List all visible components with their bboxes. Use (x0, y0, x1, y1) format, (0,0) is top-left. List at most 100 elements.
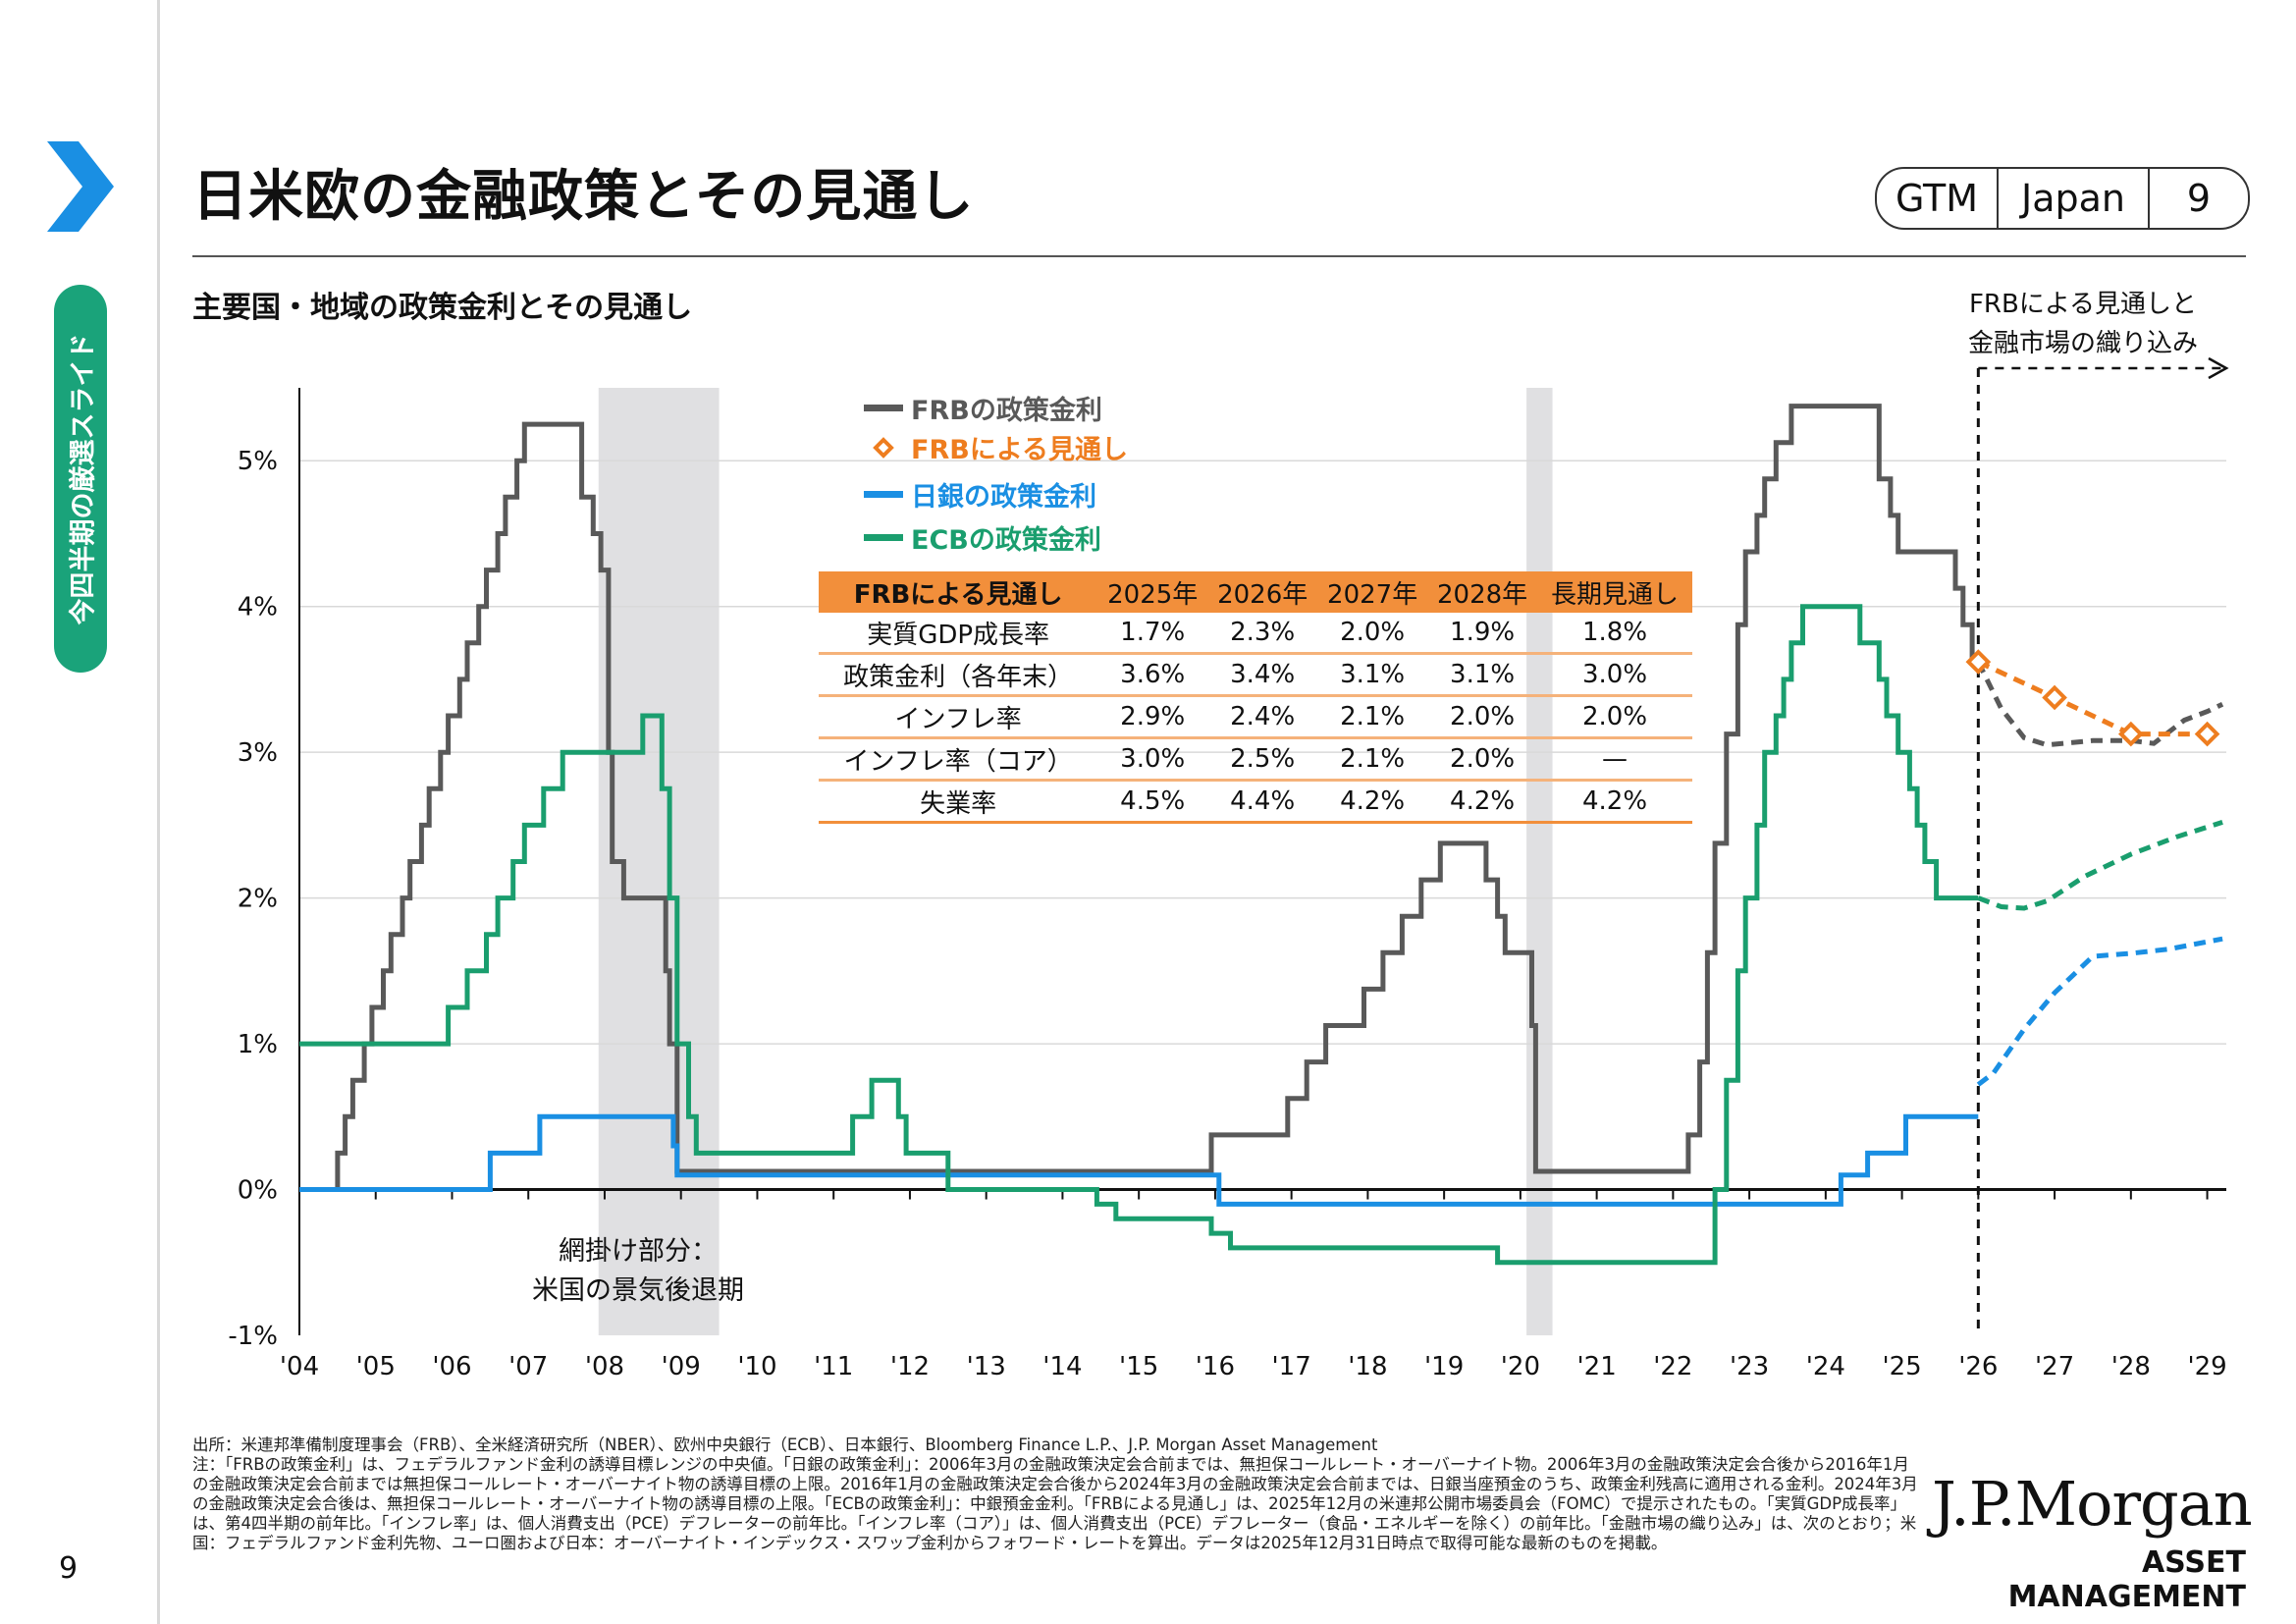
table-cell: 3.1% (1317, 653, 1428, 697)
table-cell: 2.1% (1317, 695, 1428, 739)
legend-label: 日銀の政策金利 (911, 482, 1096, 513)
table-row: インフレ率（コア） 3.0% 2.5% 2.1% 2.0% — (819, 737, 1692, 782)
x-tick-label: '16 (1196, 1352, 1235, 1381)
table-cell: 2.0% (1317, 613, 1428, 655)
recession-annotation: 網掛け部分： 米国の景気後退期 (530, 1232, 746, 1311)
table-cell: 3.0% (1537, 653, 1692, 697)
table-cell: 3.0% (1097, 737, 1208, 782)
table-cell: インフレ率（コア） (819, 737, 1098, 782)
y-tick-label: 0% (238, 1176, 278, 1206)
chevron-right-icon[interactable] (39, 137, 118, 236)
legend-label: FRBによる見通し (911, 435, 1129, 465)
table-header: 2025年 (1097, 571, 1208, 613)
x-tick-label: '13 (967, 1352, 1006, 1381)
x-tick-label: '06 (432, 1352, 471, 1381)
legend-frb: FRBの政策金利 (864, 389, 1102, 427)
table-cell: 2.9% (1097, 695, 1208, 739)
recession-shade (1526, 388, 1553, 1335)
table-cell: 2.3% (1207, 613, 1318, 655)
table-header: 2028年 (1427, 571, 1538, 613)
table-cell: — (1537, 737, 1692, 782)
series-line-frb-dashed (1976, 660, 2224, 748)
x-tick-label: '07 (508, 1352, 548, 1381)
legend-ecb: ECBの政策金利 (864, 518, 1101, 557)
x-tick-label: '12 (890, 1352, 930, 1381)
legend-diamond-icon (873, 436, 894, 459)
table-cell: 3.4% (1207, 653, 1318, 697)
x-tick-label: '19 (1424, 1352, 1464, 1381)
logo-wordmark: J.P.Morgan (1932, 1468, 2253, 1540)
table-row: 政策金利（各年末） 3.6% 3.4% 3.1% 3.1% 3.0% (819, 653, 1692, 697)
forecast-annotation-line: FRBによる見通しと (1968, 290, 2198, 319)
x-tick-label: '04 (280, 1352, 319, 1381)
table-cell: 失業率 (819, 780, 1098, 824)
logo-subtitle: ASSET MANAGEMENT (2007, 1545, 2246, 1614)
side-tab[interactable]: 今四半期の厳選スライド (54, 285, 107, 673)
x-tick-label: '08 (585, 1352, 624, 1381)
x-tick-label: '17 (1272, 1352, 1311, 1381)
x-tick-label: '15 (1119, 1352, 1158, 1381)
forecast-marker (1965, 649, 1992, 675)
page-title: 日米欧の金融政策とその見通し (192, 165, 975, 229)
x-tick-label: '05 (356, 1352, 396, 1381)
y-tick-label: 3% (238, 738, 278, 768)
x-tick-label: '26 (1958, 1352, 1998, 1381)
x-tick-label: '20 (1501, 1352, 1540, 1381)
table-cell: 3.1% (1427, 653, 1538, 697)
forecast-marker (2117, 721, 2144, 747)
badge-divider (2148, 169, 2150, 228)
table-cell: インフレ率 (819, 695, 1098, 739)
table-row: インフレ率 2.9% 2.4% 2.1% 2.0% 2.0% (819, 695, 1692, 739)
x-tick-label: '22 (1653, 1352, 1692, 1381)
y-tick-label: -1% (228, 1322, 278, 1351)
legend-frb-forecast: FRBによる見通し (864, 428, 1128, 466)
gtm-badge: GTM Japan 9 (1875, 167, 2250, 230)
forecast-marker (2042, 684, 2067, 711)
forecast-marker (2194, 721, 2220, 747)
sidebar-divider (157, 0, 160, 1624)
table-header: FRBによる見通し (819, 571, 1098, 613)
badge-region: Japan (2021, 177, 2125, 220)
legend-swatch-boj (864, 491, 903, 498)
series-line-frb (299, 404, 1979, 1192)
series-line-ecb-dashed (1977, 820, 2223, 911)
x-tick-label: '18 (1348, 1352, 1387, 1381)
table-cell: 実質GDP成長率 (819, 613, 1098, 655)
legend-label: ECBの政策金利 (911, 525, 1101, 556)
badge-number: 9 (2186, 177, 2212, 220)
table-cell: 2.0% (1427, 695, 1538, 739)
x-tick-label: '11 (814, 1352, 853, 1381)
table-cell: 2.0% (1537, 695, 1692, 739)
x-tick-label: '09 (662, 1352, 701, 1381)
table-cell: 2.0% (1427, 737, 1538, 782)
table-cell: 2.5% (1207, 737, 1318, 782)
x-tick-label: '25 (1882, 1352, 1921, 1381)
x-tick-label: '14 (1042, 1352, 1082, 1381)
frb-forecast-table: FRBによる見通し 2025年 2026年 2027年 2028年 長期見通し … (819, 571, 1692, 824)
table-cell: 3.6% (1097, 653, 1208, 697)
legend-swatch-frb (864, 405, 903, 411)
legend-label: FRBの政策金利 (911, 396, 1102, 426)
x-tick-label: '27 (2035, 1352, 2074, 1381)
x-tick-label: '28 (2111, 1352, 2151, 1381)
legend-boj: 日銀の政策金利 (864, 475, 1096, 514)
table-header: 長期見通し (1537, 571, 1692, 613)
table-row: 実質GDP成長率 1.7% 2.3% 2.0% 1.9% 1.8% (819, 613, 1692, 655)
forecast-arrow-head (2208, 356, 2229, 380)
table-header: 2026年 (1207, 571, 1318, 613)
table-cell: 1.9% (1427, 613, 1538, 655)
page-number: 9 (59, 1551, 79, 1586)
table-header-row: FRBによる見通し 2025年 2026年 2027年 2028年 長期見通し (819, 571, 1692, 613)
chart-subtitle: 主要国・地域の政策金利とその見通し (192, 291, 693, 325)
series-line-ecb (299, 604, 1979, 1266)
table-cell: 4.2% (1537, 780, 1692, 824)
legend-swatch-ecb (864, 534, 903, 541)
x-tick-label: '21 (1577, 1352, 1617, 1381)
badge-gtm: GTM (1895, 177, 1979, 220)
series-line-frb_forecast-dashed (1977, 659, 2208, 737)
table-cell: 2.4% (1207, 695, 1318, 739)
y-tick-label: 2% (238, 885, 278, 914)
x-tick-label: '10 (737, 1352, 776, 1381)
y-tick-label: 4% (238, 593, 278, 623)
